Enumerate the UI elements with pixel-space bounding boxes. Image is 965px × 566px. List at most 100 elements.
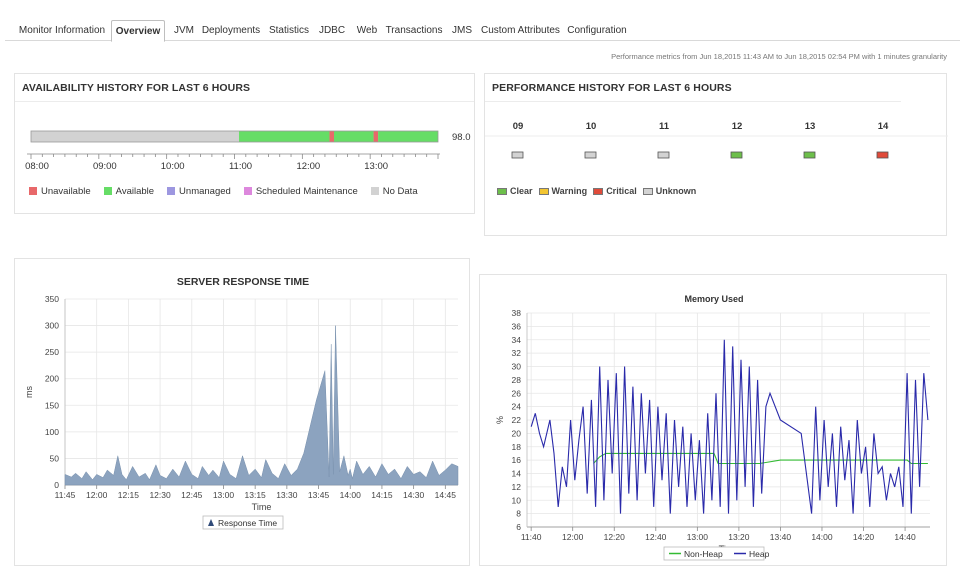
tab-web[interactable]: Web bbox=[356, 25, 378, 36]
performance-status-clear bbox=[803, 151, 816, 159]
y-tick-label: 16 bbox=[512, 455, 522, 465]
x-tick-label: 13:00 bbox=[213, 490, 235, 500]
chart-title: Memory Used bbox=[684, 294, 743, 304]
availability-legend-unavailable: Unavailable bbox=[29, 186, 91, 197]
y-tick-label: 50 bbox=[50, 453, 60, 463]
performance-title: PERFORMANCE HISTORY FOR LAST 6 HOURS bbox=[485, 74, 901, 102]
availability-tick-label: 09:00 bbox=[93, 161, 117, 172]
performance-legend-unknown: Unknown bbox=[642, 186, 696, 196]
y-tick-label: 6 bbox=[516, 522, 521, 532]
chart-legend: Response Time bbox=[202, 515, 284, 530]
availability-title: AVAILABILITY HISTORY FOR LAST 6 HOURS bbox=[15, 74, 474, 102]
tab-jvm[interactable]: JVM bbox=[174, 25, 194, 36]
series-line-heap bbox=[530, 339, 929, 514]
tab-monitor-information[interactable]: Monitor Information bbox=[18, 25, 106, 36]
availability-tick-label: 11:00 bbox=[229, 161, 252, 172]
availability-segment-available bbox=[239, 131, 330, 142]
chart-title: SERVER RESPONSE TIME bbox=[177, 276, 309, 288]
y-tick-label: 12 bbox=[512, 482, 522, 492]
performance-hour-label: 11 bbox=[659, 121, 670, 132]
x-tick-label: 12:45 bbox=[181, 490, 203, 500]
availability-bar-chart: 98.0 08:00 09:00 10:00 11:00 12:00 13:00 bbox=[25, 130, 471, 172]
performance-legend-clear: Clear bbox=[497, 186, 533, 196]
availability-segment-unavailable bbox=[329, 131, 334, 142]
y-tick-label: 350 bbox=[45, 294, 59, 304]
y-tick-label: 14 bbox=[512, 469, 522, 479]
y-tick-label: 200 bbox=[45, 374, 59, 384]
x-tick-label: 14:00 bbox=[340, 490, 362, 500]
tab-jms[interactable]: JMS bbox=[452, 25, 472, 36]
performance-hour-label: 12 bbox=[732, 121, 743, 132]
memory-panel: Memory Used 6 8 10 12 14 16 18 20 22 24 26 28 30 32 34 3… bbox=[479, 274, 947, 566]
y-tick-label: 28 bbox=[512, 375, 522, 385]
x-tick-label: 14:30 bbox=[403, 490, 425, 500]
x-axis-label: Time bbox=[252, 502, 272, 512]
y-tick-label: 250 bbox=[45, 347, 59, 357]
x-tick-label: 11:45 bbox=[55, 490, 76, 500]
x-tick-label: 12:15 bbox=[118, 490, 140, 500]
x-tick-label: 13:45 bbox=[308, 490, 330, 500]
response-time-panel: SERVER RESPONSE TIME 0 50 100 150 200 250 300 35… bbox=[14, 258, 470, 566]
x-tick-label: 12:00 bbox=[562, 532, 584, 542]
legend-entry-heap: Heap bbox=[749, 549, 770, 559]
tab-overview[interactable]: Overview bbox=[111, 20, 165, 42]
performance-panel: PERFORMANCE HISTORY FOR LAST 6 HOURS 09 1… bbox=[484, 73, 948, 236]
y-tick-label: 34 bbox=[512, 335, 522, 345]
y-tick-label: 10 bbox=[512, 495, 522, 505]
x-tick-label: 13:00 bbox=[687, 532, 709, 542]
tab-bar: Monitor Information Overview JVM Deployment… bbox=[5, 20, 960, 42]
performance-hour-label: 13 bbox=[805, 121, 816, 132]
y-tick-label: 100 bbox=[45, 427, 59, 437]
chart-legend: Non-Heap Heap bbox=[663, 546, 770, 561]
x-tick-label: 13:40 bbox=[770, 532, 792, 542]
x-tick-label: 14:45 bbox=[435, 490, 457, 500]
performance-legend: Clear Warning Critical Unknown bbox=[497, 186, 702, 196]
y-tick-label: 22 bbox=[512, 415, 522, 425]
availability-legend-unmanaged: Unmanaged bbox=[167, 186, 231, 197]
availability-percent: 98.0 bbox=[452, 132, 471, 143]
availability-segment-no-data bbox=[31, 131, 240, 142]
availability-tick-label: 10:00 bbox=[161, 161, 185, 172]
x-tick-label: 14:20 bbox=[853, 532, 875, 542]
x-tick-label: 12:00 bbox=[86, 490, 108, 500]
y-tick-label: 18 bbox=[512, 442, 522, 452]
tab-statistics[interactable]: Statistics bbox=[268, 25, 309, 36]
tab-deployments[interactable]: Deployments bbox=[201, 25, 261, 36]
y-tick-label: 150 bbox=[45, 400, 59, 410]
y-tick-label: 24 bbox=[512, 402, 522, 412]
availability-legend: Unavailable Available Unmanaged Scheduled M… bbox=[29, 186, 431, 197]
availability-segment-available bbox=[333, 131, 374, 142]
y-tick-label: 8 bbox=[516, 509, 521, 519]
x-tick-label: 14:15 bbox=[371, 490, 393, 500]
performance-hour-label: 09 bbox=[513, 121, 524, 132]
y-tick-label: 0 bbox=[54, 480, 59, 490]
availability-tick-label: 12:00 bbox=[296, 161, 320, 172]
availability-segment-available bbox=[378, 131, 438, 142]
x-tick-label: 14:00 bbox=[811, 532, 833, 542]
availability-panel: AVAILABILITY HISTORY FOR LAST 6 HOURS 98… bbox=[14, 73, 475, 214]
performance-legend-warning: Warning bbox=[538, 186, 587, 196]
availability-legend-scheduled-maintenance: Scheduled Maintenance bbox=[243, 186, 358, 197]
tab-jdbc[interactable]: JDBC bbox=[318, 25, 346, 36]
y-tick-label: 30 bbox=[512, 362, 522, 372]
tab-configuration[interactable]: Configuration bbox=[567, 25, 627, 36]
performance-status-clear bbox=[730, 151, 743, 159]
availability-tick-label: 13:00 bbox=[364, 161, 388, 172]
tab-transactions[interactable]: Transactions bbox=[385, 25, 443, 36]
response-time-chart: SERVER RESPONSE TIME 0 50 100 150 200 250 300 35… bbox=[24, 276, 459, 530]
x-tick-label: 14:40 bbox=[894, 532, 916, 542]
legend-entry-response-time: Response Time bbox=[218, 518, 277, 528]
performance-status-unknown bbox=[584, 151, 597, 159]
performance-status-unknown bbox=[657, 151, 670, 159]
x-tick-label: 13:20 bbox=[728, 532, 750, 542]
availability-segment-unavailable bbox=[373, 131, 379, 142]
metrics-range-note: Performance metrics from Jun 18,2015 11:… bbox=[611, 52, 947, 61]
y-tick-label: 32 bbox=[512, 348, 522, 358]
tab-custom-attributes[interactable]: Custom Attributes bbox=[481, 25, 560, 36]
series-area-response-time bbox=[64, 325, 459, 486]
performance-grid: 09 10 11 12 13 14 bbox=[485, 121, 948, 159]
y-tick-label: 300 bbox=[45, 321, 59, 331]
memory-chart: Memory Used 6 8 10 12 14 16 18 20 22 24 26 28 30 32 34 3… bbox=[495, 294, 930, 561]
y-tick-label: 36 bbox=[512, 321, 522, 331]
availability-legend-available: Available bbox=[103, 186, 154, 197]
